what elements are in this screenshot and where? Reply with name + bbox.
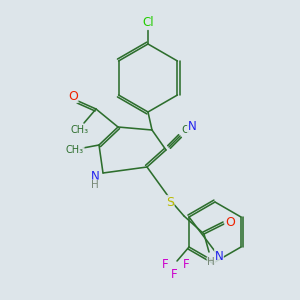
Text: CH₃: CH₃	[71, 125, 89, 135]
Text: C: C	[181, 125, 189, 135]
Text: H: H	[91, 180, 99, 190]
Text: N: N	[91, 170, 99, 184]
Text: F: F	[162, 259, 168, 272]
Text: S: S	[166, 196, 174, 208]
Text: Cl: Cl	[142, 16, 154, 29]
Text: F: F	[171, 268, 177, 281]
Text: O: O	[68, 89, 78, 103]
Text: F: F	[183, 259, 189, 272]
Text: N: N	[214, 250, 224, 262]
Text: N: N	[188, 119, 196, 133]
Text: H: H	[207, 257, 215, 267]
Text: CH₃: CH₃	[66, 145, 84, 155]
Text: O: O	[225, 215, 235, 229]
